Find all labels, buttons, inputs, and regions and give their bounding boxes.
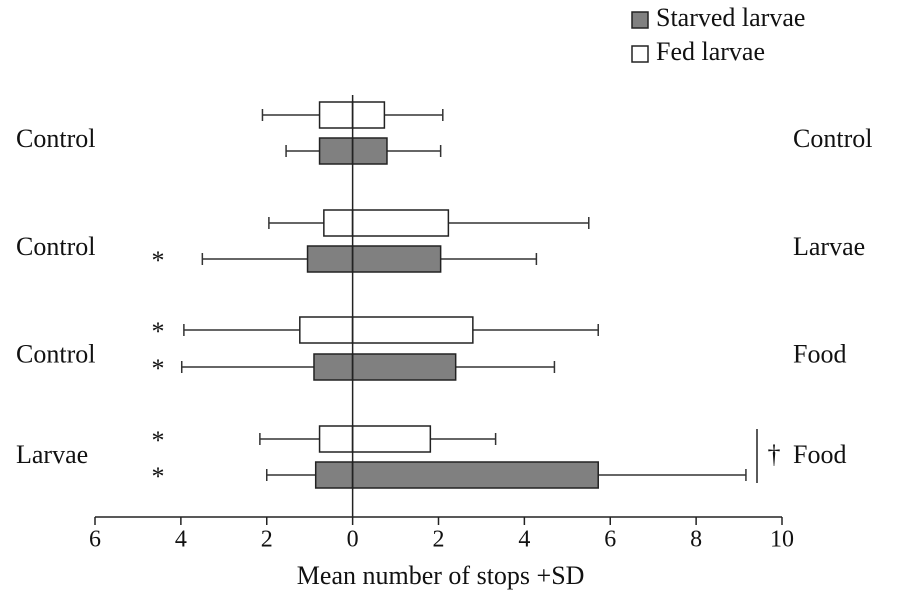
x-tick-label: 4 xyxy=(175,527,187,553)
x-tick-label: 8 xyxy=(690,527,702,553)
left-label: Control xyxy=(16,339,95,368)
significance: * xyxy=(152,354,165,383)
x-tick-label: 6 xyxy=(604,527,616,553)
bar-right xyxy=(351,245,442,273)
annotation: † xyxy=(768,440,781,469)
bar-left xyxy=(323,209,354,237)
bar-right xyxy=(351,316,474,344)
bar-left xyxy=(313,353,354,381)
bar-right xyxy=(351,137,388,165)
x-tick-label: 2 xyxy=(261,527,273,553)
legend-label: Starved larvae xyxy=(656,3,805,32)
left-label: Control xyxy=(16,124,95,153)
x-tick-label: 0 xyxy=(347,527,359,553)
left-label: Larvae xyxy=(16,440,88,469)
right-label: Control xyxy=(793,124,872,153)
x-tick-label: 10 xyxy=(770,527,794,553)
bar-left xyxy=(299,316,354,344)
x-axis-label: Mean number of stops +SD xyxy=(297,561,585,590)
significance: * xyxy=(152,462,165,491)
right-label: Larvae xyxy=(793,232,865,261)
right-label: Food xyxy=(793,339,846,368)
significance: * xyxy=(152,246,165,275)
legend-swatch xyxy=(631,11,649,29)
bar-left xyxy=(318,425,354,453)
bar-right xyxy=(351,353,457,381)
bar-left xyxy=(306,245,354,273)
significance: * xyxy=(152,426,165,455)
legend-label: Fed larvae xyxy=(656,37,765,66)
bar-left xyxy=(318,101,354,129)
bar-right xyxy=(351,209,450,237)
legend-swatch xyxy=(631,45,649,63)
left-label: Control xyxy=(16,232,95,261)
significance: * xyxy=(152,317,165,346)
x-tick-label: 2 xyxy=(433,527,445,553)
bar-left xyxy=(314,461,354,489)
bar-right xyxy=(351,425,432,453)
x-tick-label: 4 xyxy=(518,527,530,553)
bar-right xyxy=(351,101,386,129)
bar-left xyxy=(318,137,354,165)
right-label: Food xyxy=(793,440,846,469)
x-tick-label: 6 xyxy=(89,527,101,553)
bar-right xyxy=(351,461,599,489)
